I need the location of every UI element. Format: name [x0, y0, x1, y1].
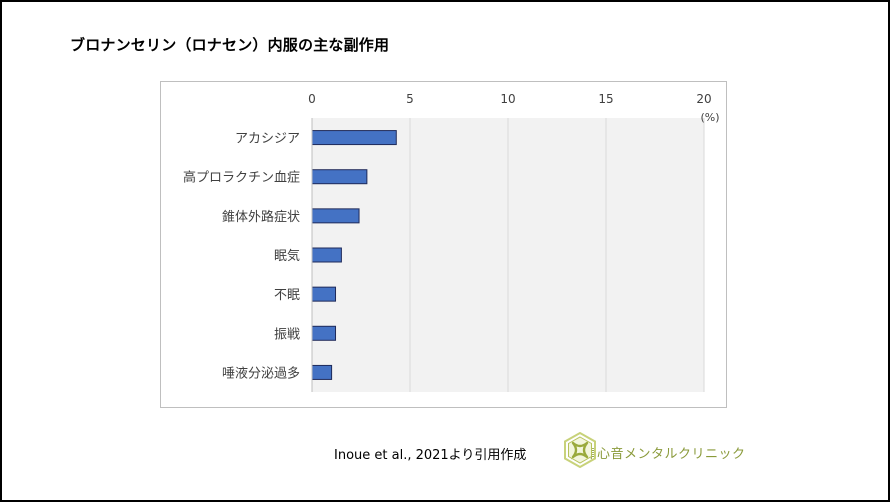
- x-tick-label: 10: [500, 92, 515, 106]
- category-label: アカシジア: [235, 132, 300, 147]
- category-label: 眠気: [274, 248, 300, 264]
- x-tick-label: 0: [308, 92, 316, 106]
- bar: [311, 286, 337, 302]
- category-label: 唾液分泌過多: [222, 365, 300, 381]
- clinic-name: 高津心音メンタルクリニック: [570, 446, 746, 462]
- slide-title: ブロナンセリン（ロナセン）内服の主な副作用: [70, 36, 390, 54]
- category-label: 不眠: [274, 288, 300, 303]
- x-tick-label: 5: [406, 92, 414, 106]
- bar: [311, 130, 397, 146]
- bar: [311, 364, 333, 380]
- bar: [311, 169, 368, 185]
- clinic-logo-icon: [564, 432, 596, 468]
- category-label: 高プロラクチン血症: [183, 170, 300, 186]
- x-unit-label: (%): [700, 111, 719, 124]
- bar: [311, 247, 342, 263]
- bar: [311, 325, 337, 341]
- category-label: 振戦: [274, 327, 300, 342]
- x-tick-label: 20: [696, 92, 711, 106]
- x-tick-label: 15: [598, 92, 613, 106]
- bar: [311, 208, 360, 224]
- citation-caption: Inoue et al., 2021より引用作成: [334, 448, 527, 463]
- clinic-logo-block: 高津心音メンタルクリニック: [562, 432, 746, 472]
- category-label: 錐体外路症状: [222, 209, 300, 225]
